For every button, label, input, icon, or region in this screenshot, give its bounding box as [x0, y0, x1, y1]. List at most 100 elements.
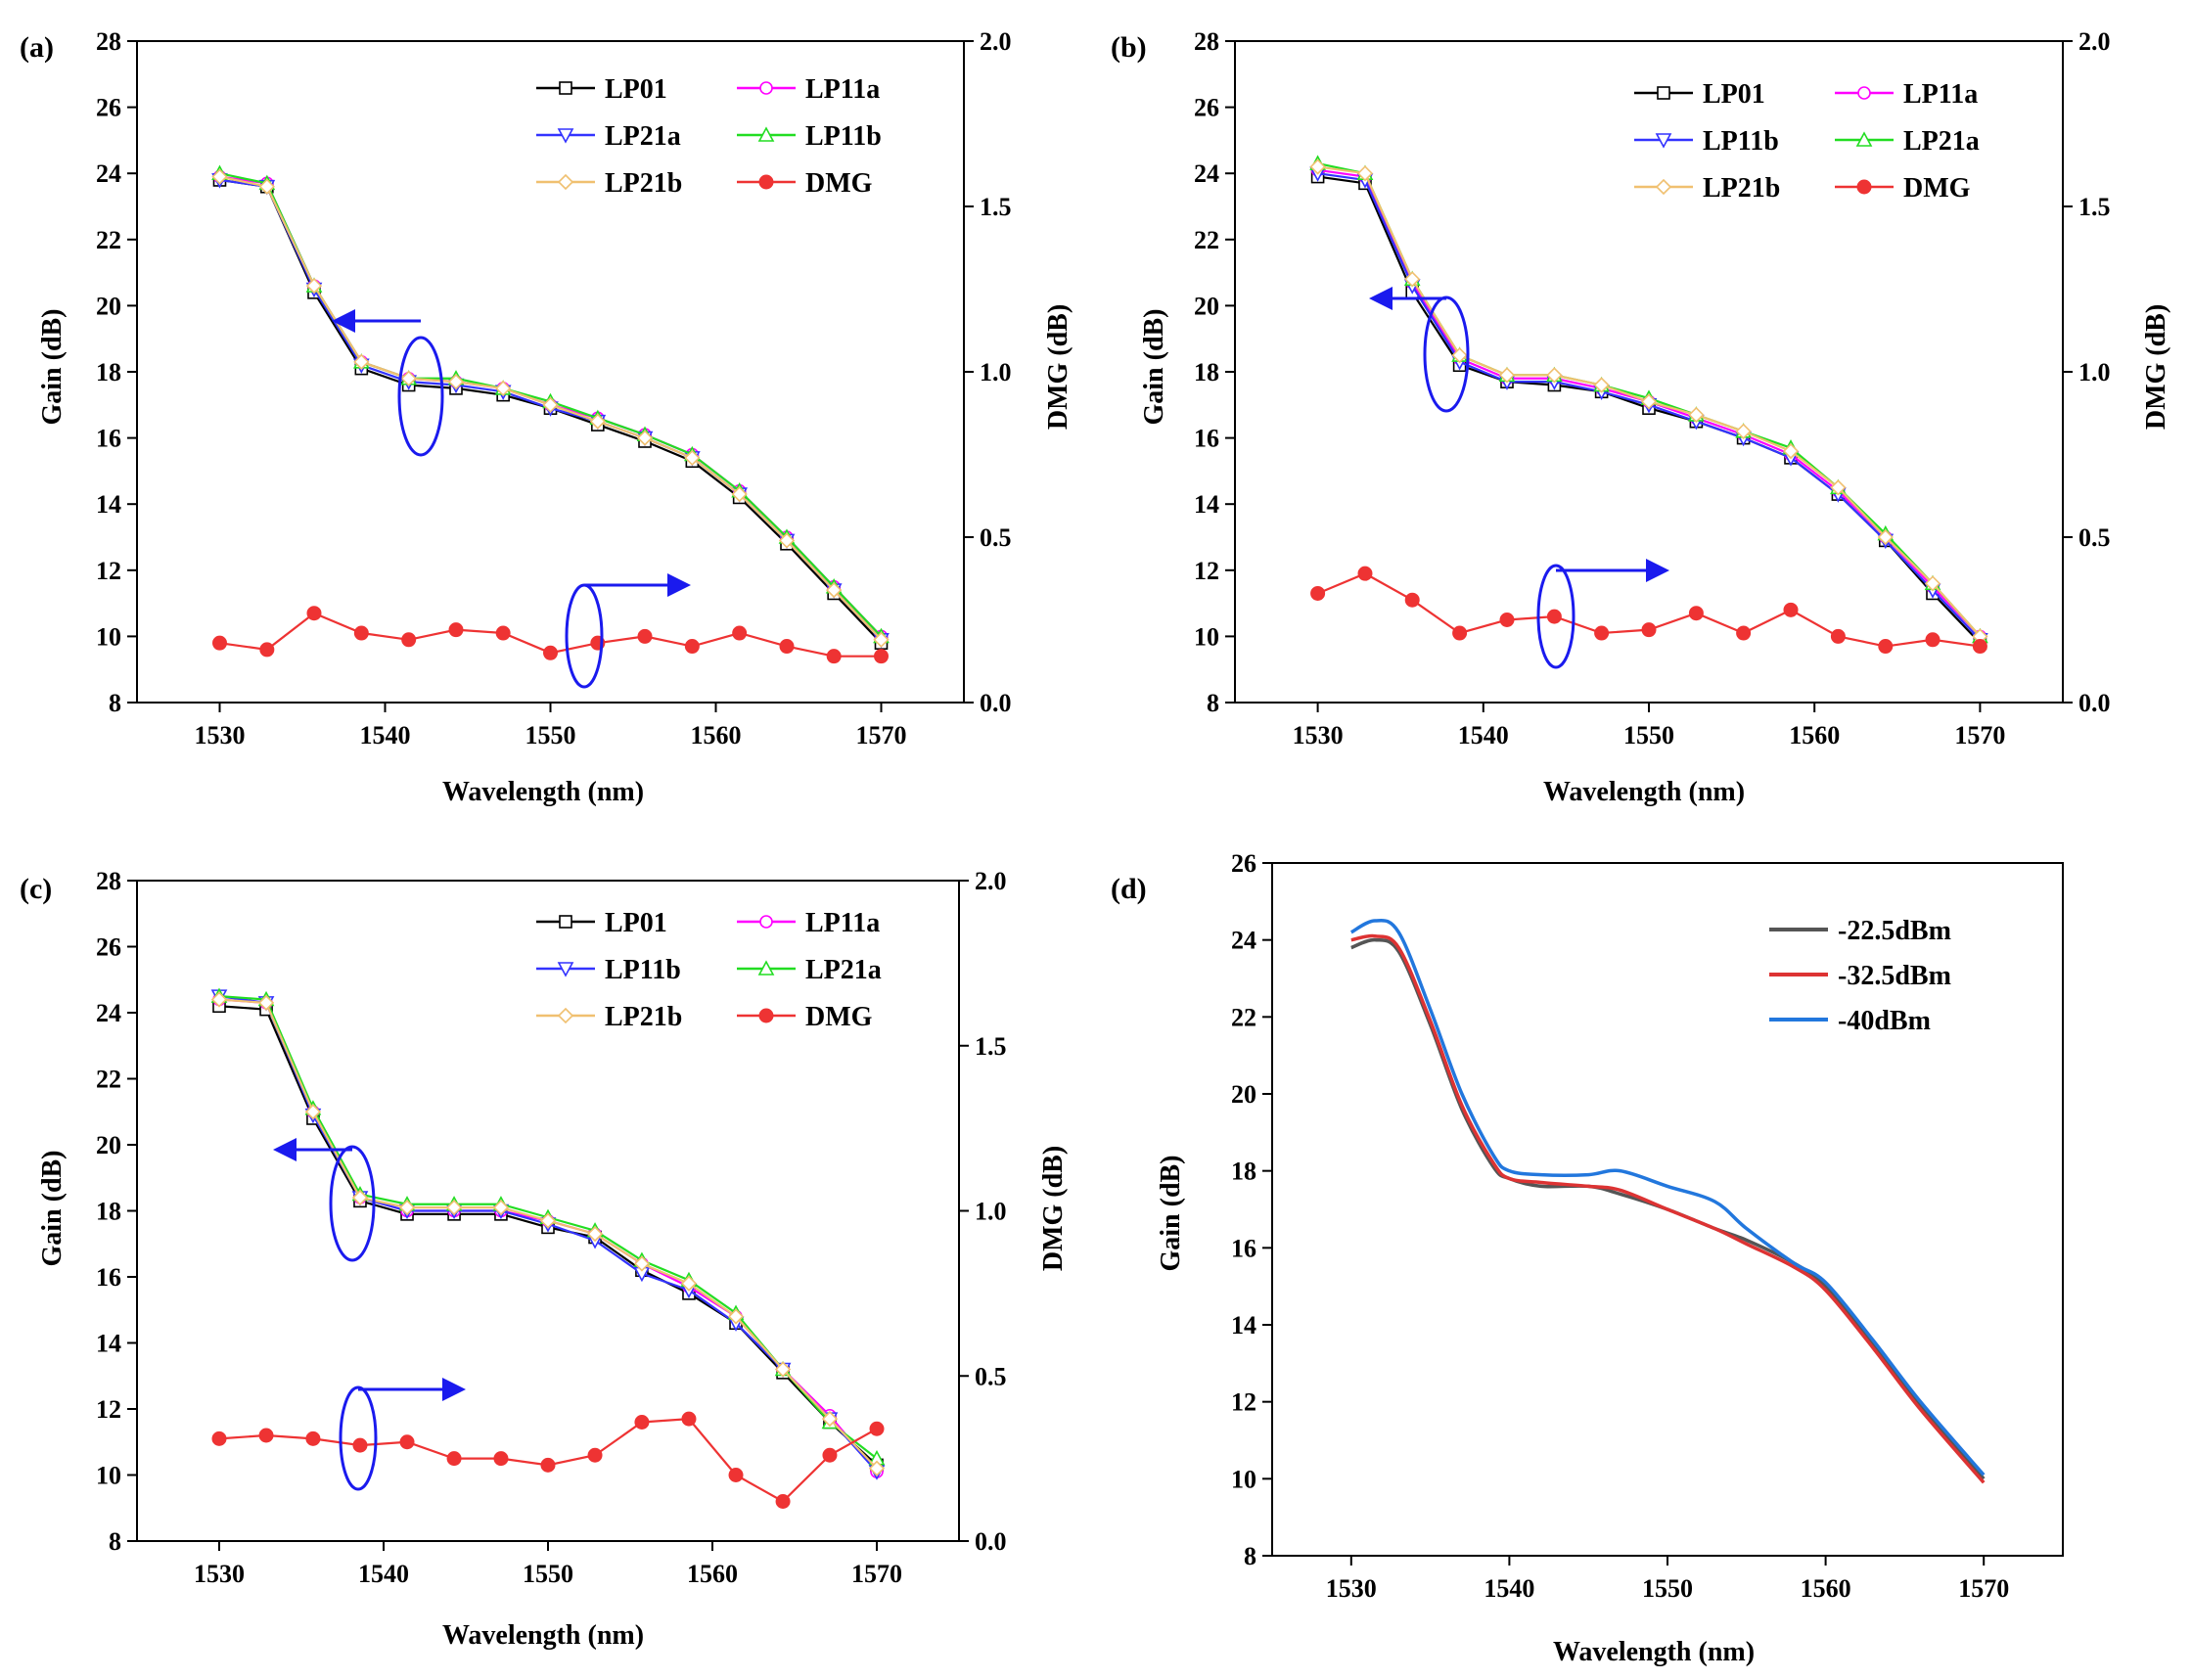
- legend-item-lp21a: LP21a: [1835, 126, 1980, 157]
- data-point: [636, 430, 654, 446]
- y-tick-label: 24: [96, 159, 121, 188]
- y-tick-label: 14: [96, 1330, 121, 1358]
- y-tick-label: 20: [96, 292, 121, 320]
- x-tick-label: 1540: [1484, 1574, 1534, 1603]
- x-tick-label: 1550: [1642, 1574, 1693, 1603]
- legend-item-lp21b: LP21b: [536, 168, 682, 199]
- data-point: [873, 631, 890, 648]
- data-point: [210, 991, 228, 1008]
- data-point: [731, 485, 748, 503]
- legend-item-lp11b: LP11b: [536, 955, 681, 985]
- data-point: [1404, 271, 1421, 288]
- data-point: [1309, 159, 1326, 175]
- legend-item-lp01: LP01: [536, 74, 667, 105]
- legend-item-lp11a: LP11a: [737, 908, 880, 938]
- legend-item-dmg: DMG: [1835, 173, 1971, 204]
- x-tick-label: 1550: [1623, 721, 1674, 749]
- data-point: [401, 632, 417, 648]
- y2-tick-label: 2.0: [980, 27, 1012, 56]
- legend-marker: [557, 173, 574, 191]
- data-point: [684, 639, 700, 655]
- annotation-ellipse: [397, 336, 444, 457]
- x-axis-title: Wavelength (nm): [442, 1620, 644, 1651]
- series-32-5dbm: [1350, 933, 1986, 1484]
- y-axis-title: Gain (dB): [37, 1150, 68, 1266]
- data-point: [305, 277, 323, 295]
- legend: LP01 LP11a LP11b LP21a LP21b DMG: [1634, 79, 1980, 204]
- legend-label: DMG: [805, 168, 873, 199]
- series-line: [218, 998, 878, 1473]
- y-tick-label: 12: [96, 1395, 121, 1424]
- data-point: [1451, 346, 1468, 364]
- x-tick-label: 1560: [1789, 721, 1840, 749]
- y-tick-label: 22: [96, 1066, 121, 1094]
- legend-label: LP11b: [1703, 126, 1779, 157]
- y-tick-label: 28: [96, 27, 121, 56]
- y-tick-label: 18: [96, 358, 121, 386]
- data-point: [1594, 625, 1610, 641]
- y2-tick-label: 1.5: [2078, 193, 2111, 221]
- data-point: [448, 622, 464, 638]
- x-tick-label: 1570: [851, 1560, 902, 1588]
- legend-marker: [557, 962, 574, 977]
- data-point: [398, 1199, 416, 1216]
- y-tick-label: 10: [1194, 622, 1219, 651]
- y2-tick-label: 1.5: [980, 193, 1012, 221]
- legend-label: LP01: [605, 74, 667, 105]
- series-dmg: [1310, 566, 1987, 655]
- x-tick-label: 1530: [1326, 1574, 1377, 1603]
- y-tick-label: 10: [96, 622, 121, 651]
- legend-label: -22.5dBm: [1838, 916, 1951, 946]
- legend-label: LP11a: [805, 74, 880, 105]
- data-point: [447, 374, 465, 390]
- series-lp21b: [210, 991, 886, 1476]
- y-tick-label: 8: [109, 1527, 121, 1556]
- data-point: [1546, 367, 1563, 384]
- legend-label: LP11a: [1903, 79, 1978, 110]
- data-point: [869, 1421, 885, 1436]
- legend-item-lp11a: LP11a: [1835, 79, 1978, 110]
- data-point: [727, 1308, 745, 1325]
- data-point: [775, 1494, 791, 1509]
- y-tick-label: 10: [1231, 1465, 1256, 1493]
- x-tick-label: 1560: [1801, 1574, 1851, 1603]
- data-point: [587, 1447, 603, 1463]
- legend-item-dmg: DMG: [737, 168, 873, 199]
- legend-marker: [757, 960, 775, 976]
- data-point: [1924, 575, 1941, 592]
- x-axis-title: Wavelength (nm): [442, 777, 644, 807]
- data-point: [1830, 628, 1846, 644]
- x-tick-label: 1530: [195, 721, 246, 749]
- y-tick-label: 26: [96, 94, 121, 122]
- x-axis-title: Wavelength (nm): [1543, 777, 1745, 807]
- x-axis-title: Wavelength (nm): [1553, 1637, 1755, 1667]
- data-point: [826, 649, 842, 664]
- data-point: [1783, 602, 1799, 617]
- y-tick-label: 14: [96, 490, 121, 519]
- data-point: [586, 1225, 604, 1243]
- data-point: [684, 449, 701, 467]
- data-point: [1357, 566, 1373, 581]
- series-lp21b: [211, 168, 890, 648]
- data-point: [728, 1468, 744, 1482]
- annotation-ellipse: [339, 1385, 378, 1491]
- legend-label: -32.5dBm: [1838, 961, 1951, 991]
- data-point: [1310, 585, 1326, 601]
- data-point: [1830, 479, 1847, 496]
- series-dmg: [212, 606, 889, 664]
- y-tick-label: 22: [1231, 1003, 1256, 1031]
- y-tick-label: 14: [1194, 490, 1219, 519]
- legend-item-lp21a: LP21a: [536, 121, 681, 152]
- y2-axis-title: DMG (dB): [1043, 304, 1073, 430]
- legend-item-lp21a: LP21a: [737, 955, 882, 985]
- y-tick-label: 28: [96, 867, 121, 895]
- y2-tick-label: 0.0: [980, 689, 1012, 717]
- legend-label: LP01: [1703, 79, 1765, 110]
- y2-tick-label: 2.0: [2078, 27, 2111, 56]
- panel-b: (b) Wavelength (nm) Gain (dB) DMG (dB) 1…: [1111, 27, 2171, 807]
- x-tick-label: 1550: [525, 721, 576, 749]
- legend-label: LP21a: [805, 955, 882, 985]
- data-point: [1498, 367, 1516, 384]
- y2-tick-label: 2.0: [975, 867, 1007, 895]
